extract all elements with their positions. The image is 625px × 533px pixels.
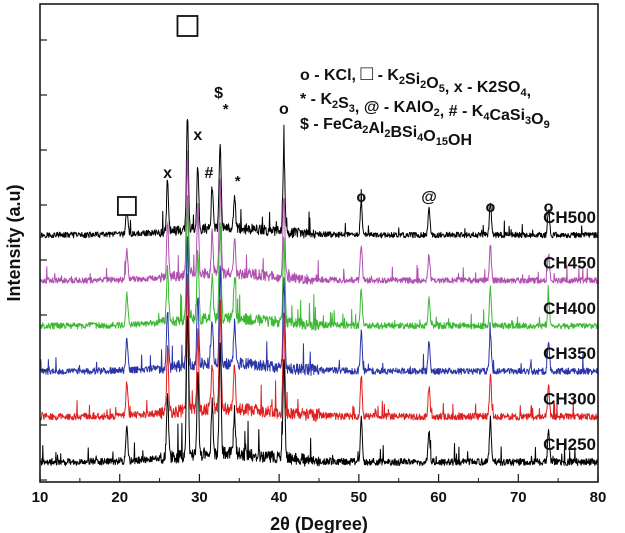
series-line-ch250	[39, 315, 599, 467]
peak-marker-symbol: $	[214, 85, 223, 102]
series-label-ch500: CH500	[543, 208, 596, 227]
peak-marker-symbol: o	[279, 101, 289, 118]
axis-layer: 10 20 30 40 50 60 70 80	[32, 39, 607, 506]
phase-legend: o - KCl, □ - K2Si2O5, x - K2SO4,* - K2S3…	[300, 62, 550, 149]
series-label-ch250: CH250	[543, 435, 596, 454]
peak-marker-square	[176, 15, 199, 37]
series-line-ch500	[39, 118, 599, 239]
peak-marker-symbol: #	[205, 165, 214, 182]
peak-annotation-layer: xx#$**oo @o o	[116, 15, 554, 216]
legend-line-3: $ - FeCa2Al2BSi4O15OH	[300, 116, 472, 149]
legend-square-glyph: □	[360, 62, 373, 85]
peak-marker-square	[116, 196, 137, 216]
legend-line-1: o - KCl, □ - K2Si2O5, x - K2SO4,	[300, 62, 531, 100]
x-tick-label: 20	[111, 489, 128, 506]
x-tick-label: 70	[510, 489, 527, 506]
x-axis-label: 2θ (Degree)	[270, 514, 368, 533]
peak-marker-symbol: o	[356, 189, 366, 206]
x-tick-label: 40	[271, 489, 288, 506]
peak-marker-symbol: x	[163, 165, 172, 182]
peak-marker-symbol: @	[421, 189, 437, 206]
peak-marker-symbol: o	[544, 199, 554, 216]
y-axis-label: Intensity (a.u)	[4, 184, 24, 301]
peak-marker-symbol: x	[193, 127, 202, 144]
series-label-ch300: CH300	[543, 390, 596, 409]
x-tick-label: 80	[590, 489, 607, 506]
peak-marker-symbol: *	[235, 173, 241, 190]
peak-marker-symbol: *	[223, 101, 229, 118]
series-line-ch350	[39, 236, 599, 377]
series-label-ch400: CH400	[543, 299, 596, 318]
x-tick-label: 30	[191, 489, 208, 506]
peak-marker-symbol: o	[485, 199, 495, 216]
x-tick-label: 10	[32, 489, 49, 506]
series-line-ch300	[39, 273, 599, 422]
series-line-ch400	[39, 195, 599, 331]
series-label-ch450: CH450	[543, 253, 596, 272]
series-label-ch350: CH350	[543, 344, 596, 363]
x-tick-label: 60	[430, 489, 447, 506]
series-layer: CH500 CH450 CH400 CH350 CH300 CH250	[39, 118, 599, 467]
series-line-ch450	[39, 150, 599, 285]
x-tick-label: 50	[351, 489, 368, 506]
legend-line-2: * - K2S3, @ - KAlO2, # - K4CaSi3O9	[300, 91, 550, 131]
